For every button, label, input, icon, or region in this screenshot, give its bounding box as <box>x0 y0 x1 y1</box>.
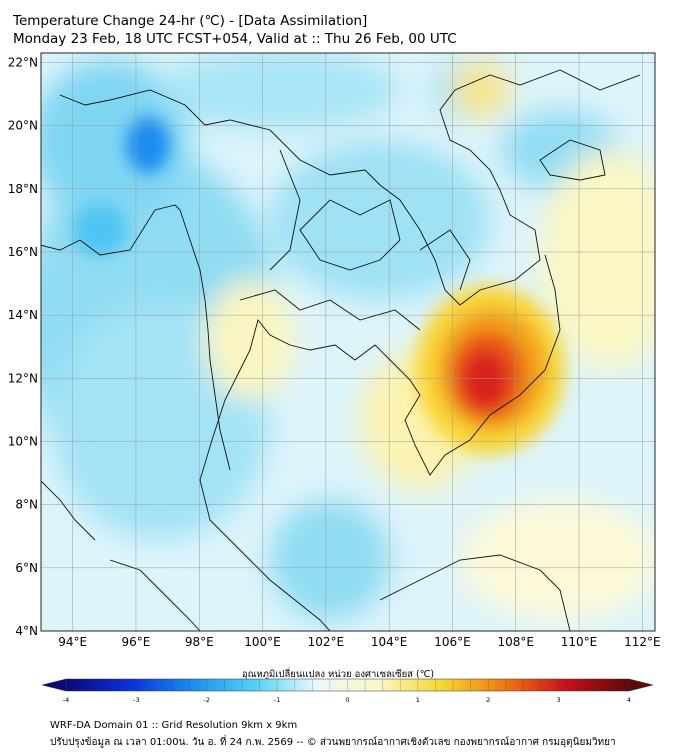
colorbar-tick-label: -1 <box>274 696 280 704</box>
lon-label: 94°E <box>58 635 87 649</box>
lat-label: 4°N <box>15 624 38 638</box>
lon-label: 102°E <box>308 635 345 649</box>
lon-label: 98°E <box>185 635 214 649</box>
latitude-labels: 22°N 20°N 18°N 16°N 14°N 12°N 10°N 8°N 6… <box>8 55 38 638</box>
lon-label: 96°E <box>122 635 151 649</box>
lon-label: 100°E <box>244 635 281 649</box>
colorbar-tick-label: 4 <box>627 696 631 704</box>
temperature-field <box>41 53 655 631</box>
colorbar-tick-label: -2 <box>204 696 210 704</box>
colorbar: -4 -3 -2 -1 0 1 2 3 4 <box>41 678 654 704</box>
colorbar-title: อุณหภูมิเปลี่ยนแปลง หน่วย องศาเซลเซียส (… <box>241 669 435 680</box>
lat-label: 20°N <box>8 119 38 133</box>
temperature-change-map: 22°N 20°N 18°N 16°N 14°N 12°N 10°N 8°N 6… <box>8 52 661 649</box>
lat-label: 8°N <box>15 498 38 512</box>
colorbar-tick-label: 1 <box>416 696 420 704</box>
lat-label: 22°N <box>8 55 38 69</box>
graticule <box>41 53 655 631</box>
lat-label: 18°N <box>8 182 38 196</box>
lat-label: 12°N <box>8 371 38 385</box>
lat-label: 10°N <box>8 434 38 448</box>
coastlines-and-borders <box>41 69 641 631</box>
longitude-labels: 94°E 96°E 98°E 100°E 102°E 104°E 106°E 1… <box>58 635 660 649</box>
map-title: Temperature Change 24-hr (℃) - [Data Ass… <box>13 13 368 29</box>
colorbar-tick-label: -4 <box>63 696 69 704</box>
model-info: WRF-DA Domain 01 :: Grid Resolution 9km … <box>50 720 298 731</box>
colorbar-max-extend <box>628 678 654 692</box>
lon-label: 112°E <box>624 635 661 649</box>
lat-label: 6°N <box>15 561 38 575</box>
lon-label: 104°E <box>371 635 408 649</box>
credit-line: ปรับปรุงข้อมูล ณ เวลา 01:00น. วัน อ. ที่… <box>50 737 616 748</box>
map-frame <box>40 52 656 632</box>
lat-label: 14°N <box>8 308 38 322</box>
lon-label: 106°E <box>434 635 471 649</box>
lon-label: 110°E <box>561 635 598 649</box>
colorbar-min-extend <box>41 678 67 692</box>
colorbar-tick-label: 3 <box>557 696 561 704</box>
map-subtitle: Monday 23 Feb, 18 UTC FCST+054, Valid at… <box>13 31 457 47</box>
colorbar-tick-label: -3 <box>133 696 139 704</box>
colorbar-tick-label: 0 <box>345 696 349 704</box>
colorbar-tick-marks <box>65 679 630 691</box>
lat-label: 16°N <box>8 245 38 259</box>
colorbar-tick-label: 2 <box>486 696 490 704</box>
lon-label: 108°E <box>497 635 534 649</box>
